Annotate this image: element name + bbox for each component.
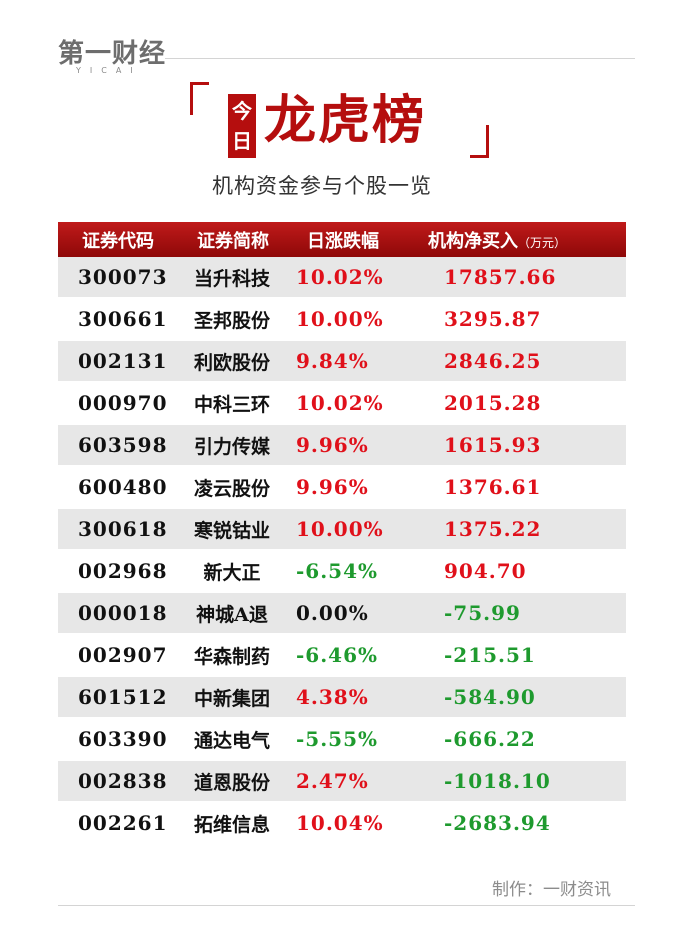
stock-code: 002838 bbox=[78, 769, 168, 793]
header-change: 日涨跌幅 bbox=[307, 230, 379, 252]
daily-change: -5.55% bbox=[296, 727, 379, 751]
stock-code: 000970 bbox=[78, 391, 168, 415]
stock-name: 当升科技 bbox=[193, 267, 270, 290]
daily-change: 9.96% bbox=[296, 475, 369, 499]
page-title: 龙虎榜 bbox=[264, 90, 427, 151]
stock-name: 中科三环 bbox=[193, 393, 270, 416]
table-row: 002968 新大正 -6.54% 904.70 bbox=[58, 551, 626, 593]
daily-change: 10.04% bbox=[296, 811, 384, 835]
open-bracket bbox=[190, 82, 209, 115]
table-row: 603390 通达电气 -5.55% -666.22 bbox=[58, 719, 626, 761]
today-char-2: 日 bbox=[232, 129, 252, 153]
page-subtitle: 机构资金参与个股一览 bbox=[212, 174, 432, 198]
institution-table: 证券代码 证券简称 日涨跌幅 机构净买入（万元） 300073 当升科技 10.02… bbox=[58, 222, 626, 845]
stock-name: 拓维信息 bbox=[193, 813, 270, 836]
top-divider bbox=[165, 58, 635, 59]
net-buy: 904.70 bbox=[444, 559, 527, 583]
table-row: 603598 引力传媒 9.96% 1615.93 bbox=[58, 425, 626, 467]
logo-en-text: YICAI bbox=[76, 66, 142, 75]
daily-change: 2.47% bbox=[296, 769, 369, 793]
net-buy: -1018.10 bbox=[444, 769, 551, 793]
net-buy: 2015.28 bbox=[444, 391, 542, 415]
table-row: 601512 中新集团 4.38% -584.90 bbox=[58, 677, 626, 719]
daily-change: 9.96% bbox=[296, 433, 369, 457]
net-buy: 17857.66 bbox=[444, 265, 557, 289]
net-buy: -666.22 bbox=[444, 727, 536, 751]
stock-code: 002968 bbox=[78, 559, 168, 583]
stock-name: 华森制药 bbox=[193, 645, 270, 668]
stock-code: 002131 bbox=[78, 349, 168, 373]
table-row: 000018 神城A退 0.00% -75.99 bbox=[58, 593, 626, 635]
stock-code: 601512 bbox=[78, 685, 168, 709]
table-header: 证券代码 证券简称 日涨跌幅 机构净买入（万元） bbox=[58, 222, 626, 257]
net-buy: 2846.25 bbox=[444, 349, 542, 373]
daily-change: -6.54% bbox=[296, 559, 379, 583]
stock-code: 300618 bbox=[78, 517, 168, 541]
daily-change: 9.84% bbox=[296, 349, 369, 373]
maker-credit: 制作：一财资讯 bbox=[492, 880, 611, 900]
yicai-logo: 第一财经 YICAI bbox=[58, 40, 168, 76]
net-buy: -215.51 bbox=[444, 643, 536, 667]
title-block: 今 日 龙虎榜 bbox=[190, 78, 490, 168]
today-badge: 今 日 bbox=[228, 94, 256, 158]
stock-name: 中新集团 bbox=[193, 687, 270, 710]
stock-code: 603390 bbox=[78, 727, 168, 751]
close-bracket bbox=[470, 125, 489, 158]
net-buy: -584.90 bbox=[444, 685, 536, 709]
stock-name: 神城A退 bbox=[196, 603, 268, 626]
daily-change: 10.02% bbox=[296, 265, 384, 289]
daily-change: 10.02% bbox=[296, 391, 384, 415]
stock-name: 道恩股份 bbox=[193, 771, 270, 794]
table-row: 300073 当升科技 10.02% 17857.66 bbox=[58, 257, 626, 299]
stock-name: 寒锐钴业 bbox=[193, 519, 270, 542]
stock-name: 凌云股份 bbox=[193, 477, 270, 500]
net-buy: 1376.61 bbox=[444, 475, 542, 499]
table-row: 300661 圣邦股份 10.00% 3295.87 bbox=[58, 299, 626, 341]
stock-code: 600480 bbox=[78, 475, 168, 499]
logo-cn-text: 第一财经 bbox=[58, 39, 167, 69]
today-char-1: 今 bbox=[232, 99, 252, 123]
table-row: 002131 利欧股份 9.84% 2846.25 bbox=[58, 341, 626, 383]
table-row: 000970 中科三环 10.02% 2015.28 bbox=[58, 383, 626, 425]
net-buy: -2683.94 bbox=[444, 811, 551, 835]
table-row: 002261 拓维信息 10.04% -2683.94 bbox=[58, 803, 626, 845]
daily-change: 4.38% bbox=[296, 685, 369, 709]
table-row: 002907 华森制药 -6.46% -215.51 bbox=[58, 635, 626, 677]
header-name: 证券简称 bbox=[197, 230, 269, 252]
bottom-divider bbox=[58, 905, 635, 906]
table-row: 300618 寒锐钴业 10.00% 1375.22 bbox=[58, 509, 626, 551]
header-code: 证券代码 bbox=[82, 230, 154, 252]
stock-code: 300073 bbox=[78, 265, 168, 289]
header-unit: （万元） bbox=[518, 235, 567, 250]
stock-code: 002907 bbox=[78, 643, 168, 667]
header-net-label: 机构净买入 bbox=[428, 230, 518, 252]
stock-name: 引力传媒 bbox=[193, 435, 270, 458]
stock-name: 圣邦股份 bbox=[193, 309, 270, 332]
net-buy: 1375.22 bbox=[444, 517, 542, 541]
net-buy: 3295.87 bbox=[444, 307, 542, 331]
daily-change: -6.46% bbox=[296, 643, 379, 667]
stock-code: 000018 bbox=[78, 601, 168, 625]
stock-code: 603598 bbox=[78, 433, 168, 457]
table-row: 002838 道恩股份 2.47% -1018.10 bbox=[58, 761, 626, 803]
daily-change: 0.00% bbox=[296, 601, 369, 625]
daily-change: 10.00% bbox=[296, 517, 384, 541]
table-row: 600480 凌云股份 9.96% 1376.61 bbox=[58, 467, 626, 509]
header-net: 机构净买入（万元） bbox=[398, 227, 626, 253]
stock-code: 002261 bbox=[78, 811, 168, 835]
stock-name: 利欧股份 bbox=[193, 351, 270, 374]
net-buy: 1615.93 bbox=[444, 433, 542, 457]
stock-code: 300661 bbox=[78, 307, 168, 331]
daily-change: 10.00% bbox=[296, 307, 384, 331]
stock-name: 通达电气 bbox=[193, 729, 270, 752]
stock-name: 新大正 bbox=[203, 561, 261, 584]
net-buy: -75.99 bbox=[444, 601, 521, 625]
table-body: 300073 当升科技 10.02% 17857.66 300661 圣邦股份 10.00%… bbox=[58, 257, 626, 845]
